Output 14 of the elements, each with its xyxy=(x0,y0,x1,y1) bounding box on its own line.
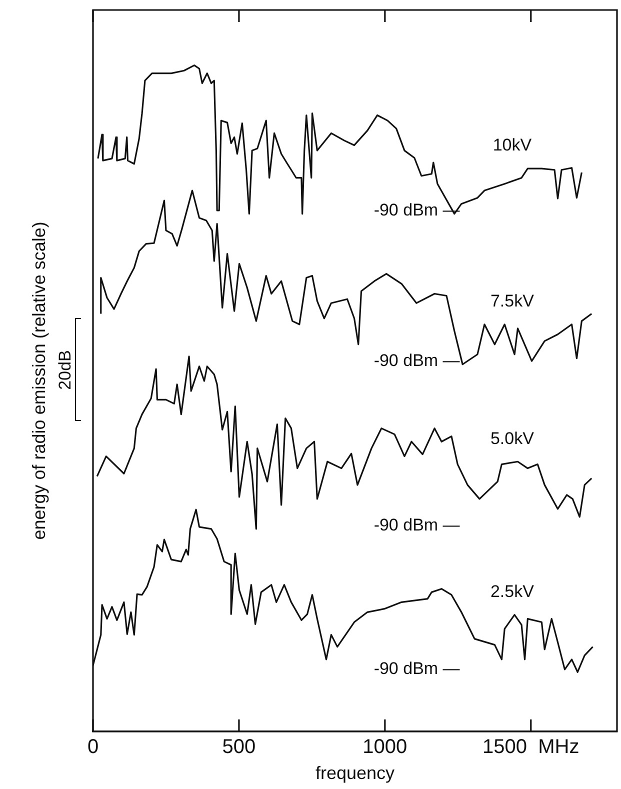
series-label: 7.5kV xyxy=(490,292,535,311)
text: 20dB xyxy=(56,350,75,390)
annotation: -90 dBm — xyxy=(374,658,460,678)
annotation: -90 dBm — xyxy=(374,516,460,535)
x-tick-label: 1500 MHz xyxy=(482,736,580,758)
series-label: 2.5kV xyxy=(490,582,535,602)
y-axis-title: energy of radio emission (relative scale) xyxy=(28,222,49,540)
annotation: -90 dBm — xyxy=(374,351,460,370)
x-axis-title: frequency xyxy=(315,763,395,784)
x-tick-label: 0 xyxy=(87,736,99,758)
x-tick-label: 500 xyxy=(222,736,256,758)
series-label: 5.0kV xyxy=(490,428,535,448)
x-tick-label: 1000 xyxy=(362,736,408,758)
series-label: 10kV xyxy=(492,136,532,155)
